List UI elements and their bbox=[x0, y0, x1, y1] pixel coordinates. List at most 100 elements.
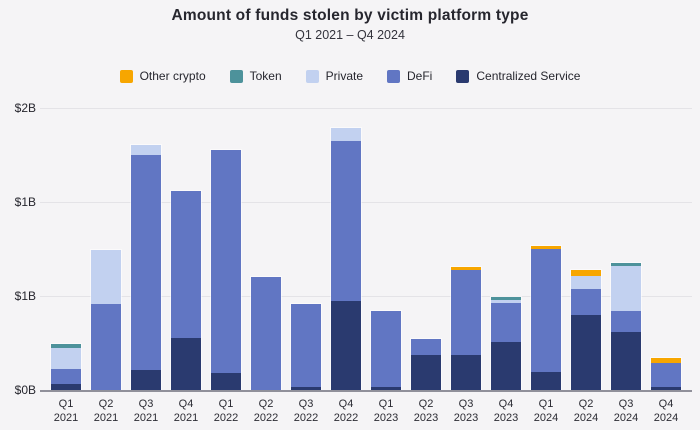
x-tick-label: Q2 2021 bbox=[93, 398, 119, 425]
bar-segment bbox=[51, 347, 81, 369]
x-tick-label: Q3 2021 bbox=[133, 398, 159, 425]
bar-segment bbox=[211, 150, 241, 374]
bar-segment bbox=[451, 267, 481, 271]
bar-segment bbox=[51, 384, 81, 390]
bar-segment bbox=[651, 363, 681, 388]
stacked-bar bbox=[411, 339, 441, 390]
bar-segment bbox=[491, 297, 521, 300]
x-tick-label: Q3 2024 bbox=[613, 398, 639, 425]
legend-label: Centralized Service bbox=[476, 69, 581, 83]
legend-label: DeFi bbox=[407, 69, 433, 83]
bar-segment bbox=[171, 191, 201, 338]
bar-segment bbox=[91, 304, 121, 390]
x-axis-line bbox=[40, 390, 692, 392]
legend-swatch bbox=[229, 69, 243, 83]
bars-container bbox=[46, 108, 686, 390]
bar-segment bbox=[571, 315, 601, 390]
bar-segment bbox=[171, 337, 201, 390]
legend-label: Other crypto bbox=[139, 69, 206, 83]
x-tick-label: Q2 2024 bbox=[573, 398, 599, 425]
x-tick-label: Q1 2022 bbox=[213, 398, 239, 425]
y-axis-tick-label: $1B bbox=[14, 288, 36, 303]
bar-segment bbox=[291, 387, 321, 390]
legend-label: Private bbox=[325, 69, 364, 83]
stacked-bar bbox=[651, 358, 681, 390]
bar-column bbox=[446, 108, 486, 390]
bar-column bbox=[326, 108, 366, 390]
bar-segment bbox=[451, 354, 481, 390]
x-tick-label: Q3 2022 bbox=[293, 398, 319, 425]
x-tick-label: Q1 2024 bbox=[533, 398, 559, 425]
bar-column bbox=[46, 108, 86, 390]
x-tick-label: Q1 2023 bbox=[373, 398, 399, 425]
stacked-bar bbox=[491, 297, 521, 390]
bar-segment bbox=[211, 373, 241, 390]
bar-column bbox=[166, 108, 206, 390]
bar-segment bbox=[571, 288, 601, 316]
stacked-bar bbox=[131, 144, 161, 390]
bar-segment bbox=[331, 301, 361, 390]
bar-column bbox=[566, 108, 606, 390]
stacked-bar bbox=[451, 267, 481, 390]
x-tick-label: Q3 2023 bbox=[453, 398, 479, 425]
stacked-bar bbox=[291, 304, 321, 390]
bar-segment bbox=[611, 311, 641, 333]
bar-segment bbox=[651, 387, 681, 390]
bar-segment bbox=[611, 265, 641, 312]
bar-segment bbox=[131, 154, 161, 371]
bar-column bbox=[286, 108, 326, 390]
bar-segment bbox=[51, 368, 81, 385]
bar-column bbox=[126, 108, 166, 390]
y-axis-tick-label: $2B bbox=[14, 101, 36, 115]
legend-item: Centralized Service bbox=[456, 69, 580, 83]
stacked-bar bbox=[211, 150, 241, 390]
bar-segment bbox=[371, 387, 401, 390]
gridline bbox=[40, 295, 692, 297]
bar-segment bbox=[331, 140, 361, 302]
bar-column bbox=[206, 108, 246, 390]
bar-column bbox=[526, 108, 566, 390]
stacked-bar bbox=[371, 311, 401, 390]
legend-item: DeFi bbox=[387, 69, 432, 83]
bar-segment bbox=[651, 358, 681, 364]
bar-segment bbox=[531, 371, 561, 390]
stacked-bar bbox=[51, 343, 81, 390]
legend-item: Private bbox=[305, 69, 364, 83]
bar-segment bbox=[451, 270, 481, 355]
stacked-bar bbox=[611, 263, 641, 390]
legend: Other crypto Token Private DeFi Centralized … bbox=[0, 69, 700, 83]
bar-column bbox=[406, 108, 446, 390]
x-tick-label: Q4 2024 bbox=[653, 398, 679, 425]
x-axis-labels: Q1 2021 Q2 2021 Q3 2021 Q4 2021 Q1 2022 Q2 20… bbox=[46, 397, 686, 426]
stacked-bar bbox=[331, 127, 361, 390]
bar-segment bbox=[411, 339, 441, 355]
bar-column bbox=[646, 108, 686, 390]
bar-column bbox=[486, 108, 526, 390]
bar-column bbox=[366, 108, 406, 390]
bar-segment bbox=[531, 249, 561, 372]
bar-segment bbox=[51, 343, 81, 348]
bar-segment bbox=[131, 144, 161, 155]
bar-segment bbox=[571, 270, 601, 276]
bar-segment bbox=[571, 275, 601, 289]
stacked-bar bbox=[531, 246, 561, 390]
bar-column bbox=[246, 108, 286, 390]
x-tick-label: Q4 2022 bbox=[333, 398, 359, 425]
bar-segment bbox=[91, 250, 121, 304]
x-tick-label: Q2 2022 bbox=[253, 398, 279, 425]
bar-segment bbox=[531, 246, 561, 250]
chart-subtitle: Q1 2021 – Q4 2024 bbox=[295, 28, 405, 42]
legend-swatch bbox=[305, 69, 319, 83]
stacked-bar bbox=[171, 191, 201, 390]
legend-swatch bbox=[387, 69, 401, 83]
y-axis-tick-label: $1B bbox=[14, 195, 36, 210]
chart-title: Amount of funds stolen by victim platfor… bbox=[171, 7, 529, 24]
bar-segment bbox=[131, 370, 161, 390]
stacked-bar bbox=[251, 277, 281, 390]
legend-item: Token bbox=[229, 69, 282, 83]
legend-label: Token bbox=[249, 69, 282, 83]
x-tick-label: Q2 2023 bbox=[413, 398, 439, 425]
legend-swatch bbox=[456, 69, 470, 83]
bar-segment bbox=[611, 332, 641, 390]
bar-segment bbox=[611, 263, 641, 266]
